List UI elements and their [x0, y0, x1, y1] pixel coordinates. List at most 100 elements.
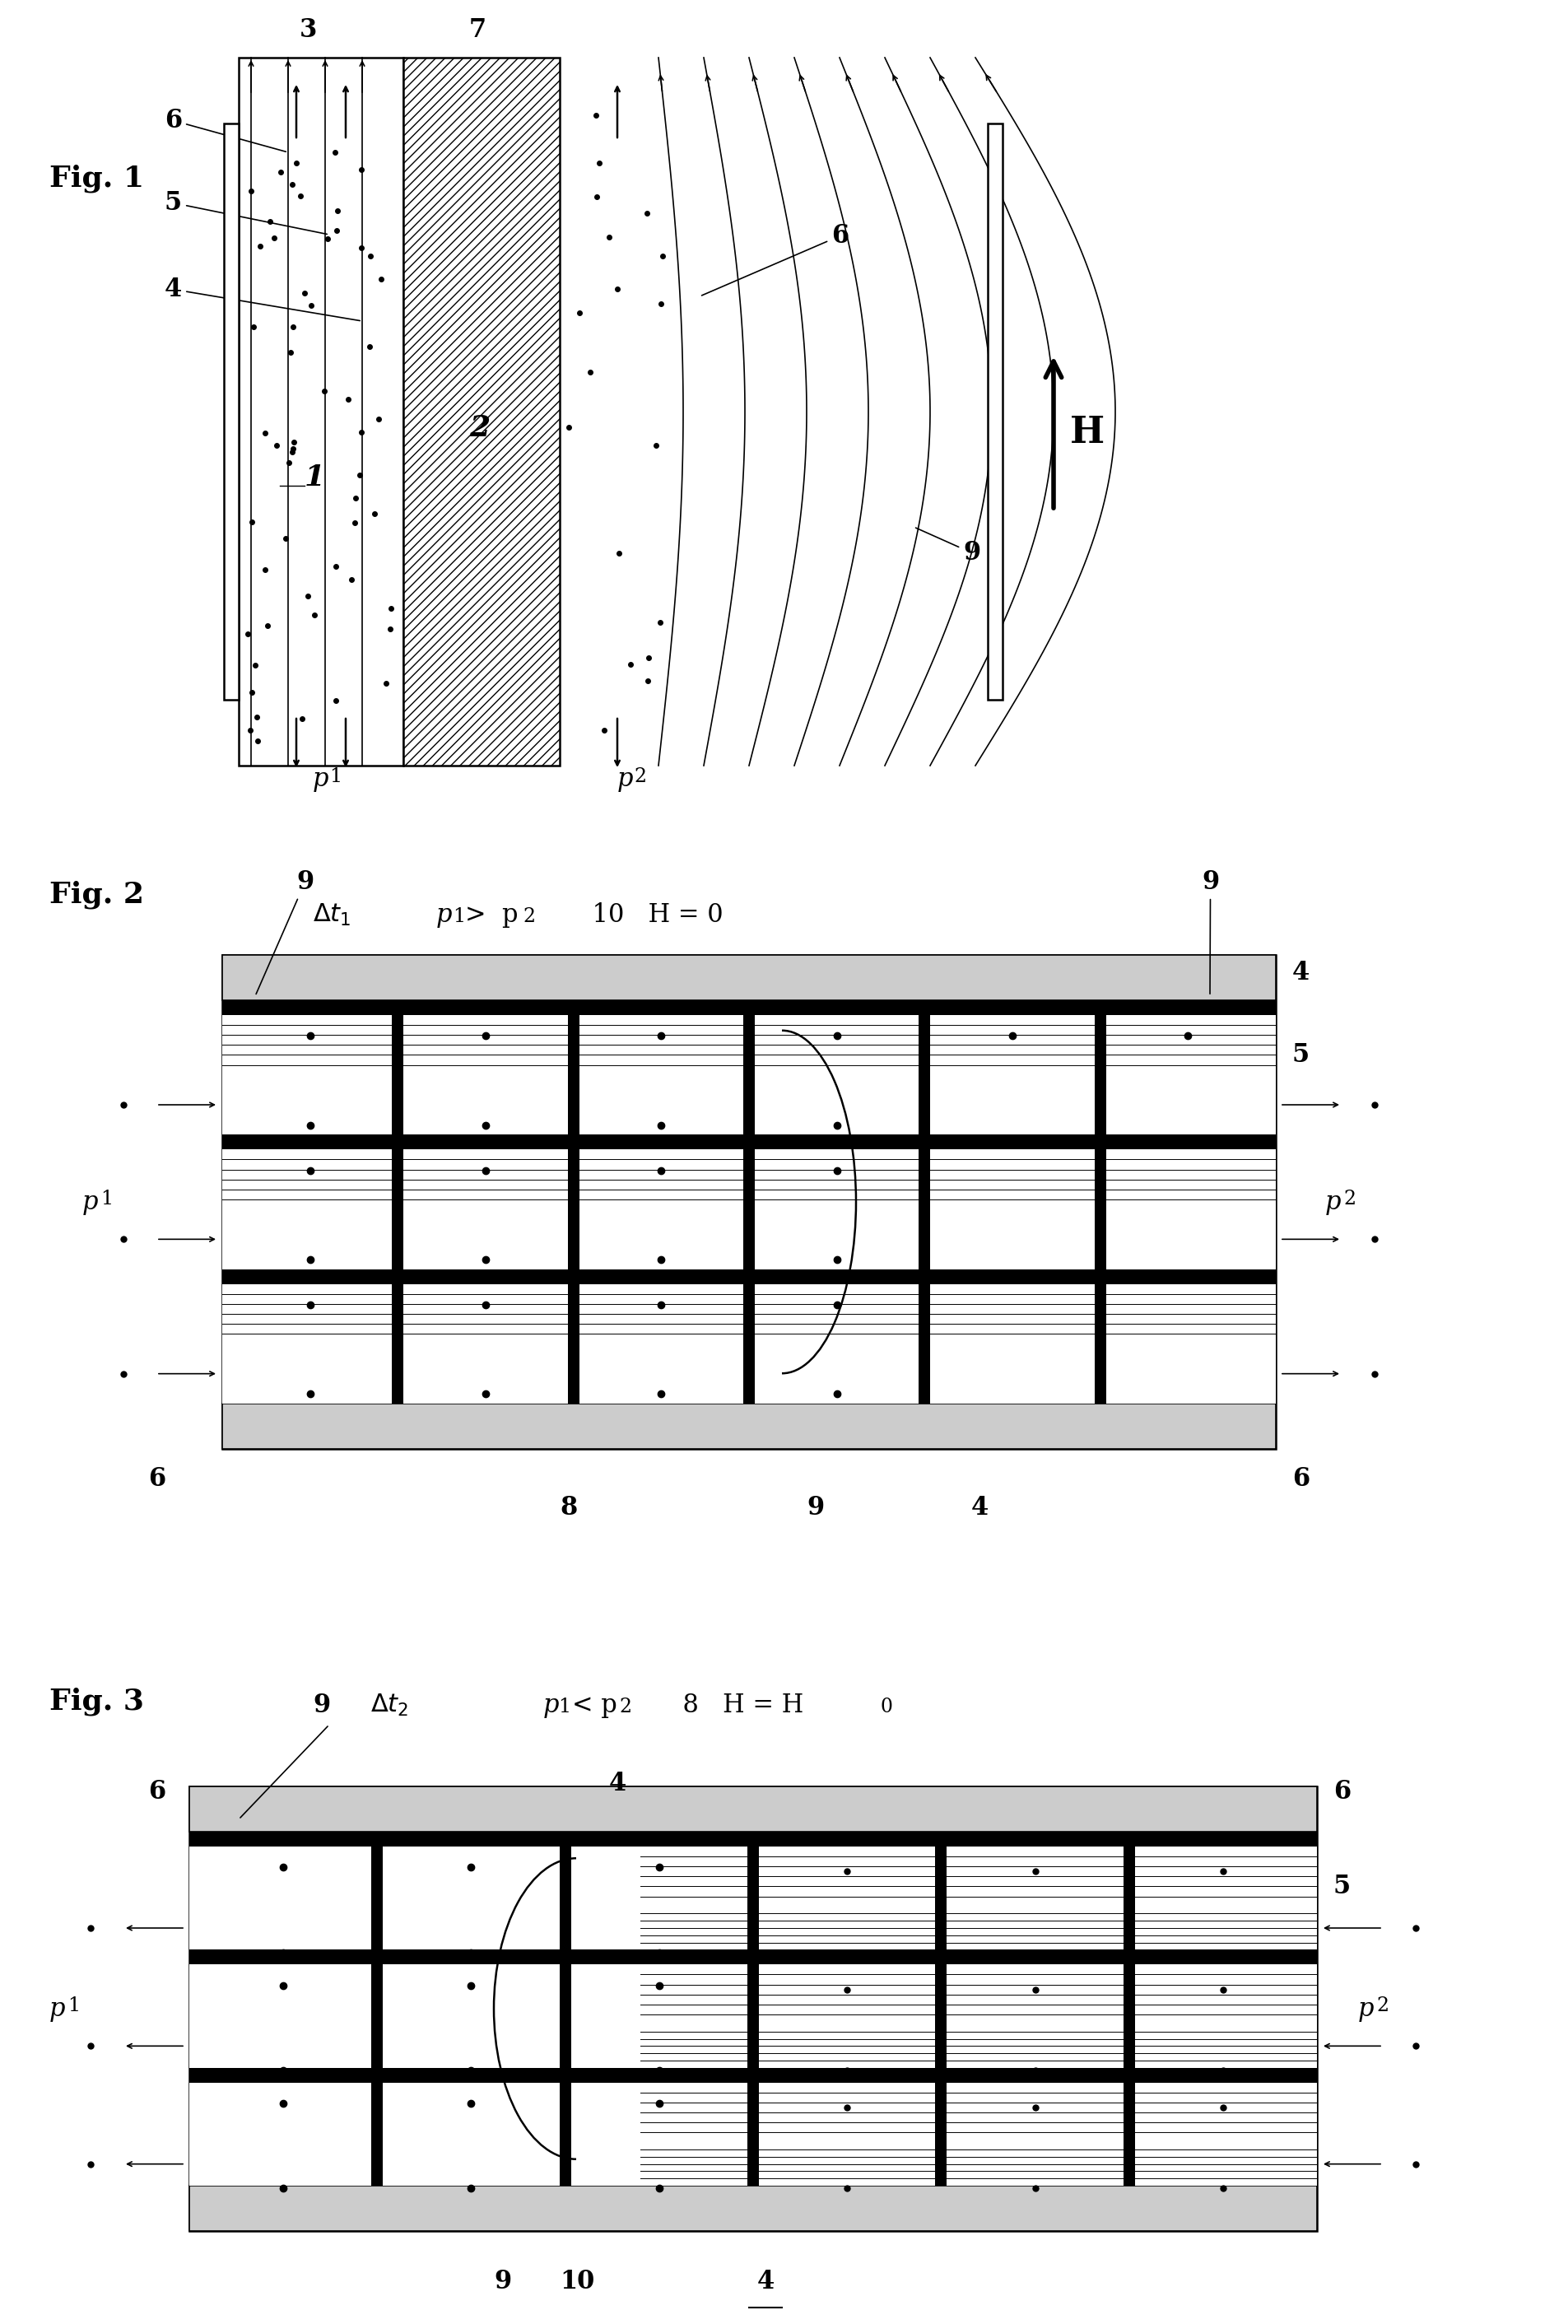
Bar: [223, 1404, 1275, 1448]
Bar: [560, 2068, 571, 2185]
Text: Fig. 3: Fig. 3: [49, 1687, 144, 1715]
Bar: [190, 2024, 1316, 2068]
Text: p: p: [82, 1190, 99, 1215]
Text: 6: 6: [1292, 1466, 1309, 1492]
Bar: [190, 2082, 1316, 2143]
Text: 9: 9: [256, 869, 314, 995]
Text: >  p: > p: [464, 902, 517, 927]
Text: 4: 4: [756, 2268, 775, 2294]
Text: 1: 1: [304, 462, 325, 490]
Bar: [1123, 1831, 1134, 1950]
Text: 4: 4: [608, 1771, 626, 1796]
Bar: [190, 1950, 1316, 1964]
Bar: [190, 1831, 1316, 1848]
Text: 6: 6: [147, 1778, 166, 1803]
Bar: [223, 1343, 1275, 1404]
Text: 6: 6: [147, 1466, 166, 1492]
Text: p: p: [49, 1996, 66, 2022]
Text: p: p: [616, 767, 633, 792]
Bar: [223, 1150, 1275, 1208]
Bar: [190, 2185, 1316, 2231]
Bar: [238, 58, 403, 765]
Bar: [223, 999, 1275, 1016]
Text: 2: 2: [1375, 1996, 1388, 2015]
Bar: [224, 123, 238, 700]
Text: 5: 5: [1333, 1873, 1350, 1899]
Bar: [743, 1134, 754, 1269]
Bar: [919, 999, 930, 1134]
Text: 0: 0: [880, 1697, 892, 1717]
Text: 1: 1: [100, 1190, 113, 1208]
Bar: [372, 1950, 383, 2068]
Bar: [223, 955, 1275, 1448]
Text: 7: 7: [469, 16, 486, 42]
Text: 10   H = 0: 10 H = 0: [575, 902, 723, 927]
Bar: [919, 1134, 930, 1269]
Bar: [1094, 1269, 1105, 1404]
Bar: [223, 1208, 1275, 1269]
Bar: [935, 1950, 947, 2068]
Text: p: p: [312, 767, 329, 792]
Text: 3: 3: [299, 16, 317, 42]
Bar: [223, 1283, 1275, 1343]
Bar: [372, 1831, 383, 1950]
Text: p: p: [436, 902, 452, 927]
Text: 8: 8: [560, 1494, 577, 1520]
Bar: [190, 1964, 1316, 2024]
Text: p: p: [1325, 1190, 1341, 1215]
Text: Fig. 1: Fig. 1: [49, 165, 144, 193]
Bar: [988, 123, 1002, 700]
Text: 1: 1: [453, 906, 464, 927]
Text: p: p: [1358, 1996, 1374, 2022]
Text: 2: 2: [469, 414, 489, 442]
Bar: [403, 58, 560, 765]
Bar: [190, 1906, 1316, 1950]
Text: 8   H = H: 8 H = H: [666, 1692, 803, 1717]
Text: 1: 1: [67, 1996, 80, 2015]
Text: 9: 9: [916, 528, 980, 565]
Text: 4: 4: [1292, 960, 1309, 985]
Bar: [919, 1269, 930, 1404]
Bar: [743, 999, 754, 1134]
Bar: [743, 1269, 754, 1404]
Text: $\Delta t_2$: $\Delta t_2$: [370, 1692, 408, 1717]
Bar: [935, 1831, 947, 1950]
Text: 4: 4: [165, 277, 359, 321]
Bar: [190, 2068, 1316, 2082]
Text: 9: 9: [1201, 869, 1218, 995]
Bar: [568, 999, 579, 1134]
Bar: [746, 1950, 759, 2068]
Bar: [560, 1831, 571, 1950]
Bar: [392, 1269, 403, 1404]
Text: 2: 2: [522, 906, 535, 927]
Text: $\Delta t_1$: $\Delta t_1$: [312, 902, 351, 927]
Bar: [746, 1831, 759, 1950]
Text: 9: 9: [312, 1692, 329, 1717]
Text: 2: 2: [1342, 1190, 1355, 1208]
Text: 5: 5: [165, 191, 326, 235]
Bar: [560, 1950, 571, 2068]
Bar: [568, 1269, 579, 1404]
Text: < p: < p: [572, 1692, 616, 1717]
Text: 6: 6: [1333, 1778, 1350, 1803]
Text: H: H: [1069, 414, 1104, 451]
Text: 6: 6: [165, 107, 285, 151]
Bar: [568, 1134, 579, 1269]
Text: p: p: [543, 1692, 560, 1717]
Text: 1: 1: [558, 1697, 571, 1717]
Bar: [190, 1848, 1316, 1906]
Bar: [746, 2068, 759, 2185]
Text: Fig. 2: Fig. 2: [49, 881, 144, 909]
Bar: [190, 1787, 1316, 1831]
Text: 2: 2: [619, 1697, 630, 1717]
Bar: [935, 2068, 947, 2185]
Bar: [1094, 999, 1105, 1134]
Bar: [223, 955, 1275, 999]
Text: 1: 1: [329, 767, 342, 786]
Text: 9: 9: [806, 1494, 823, 1520]
Bar: [223, 1016, 1275, 1076]
Bar: [190, 1787, 1316, 2231]
Bar: [223, 1269, 1275, 1283]
Bar: [1123, 2068, 1134, 2185]
Text: 9: 9: [494, 2268, 511, 2294]
